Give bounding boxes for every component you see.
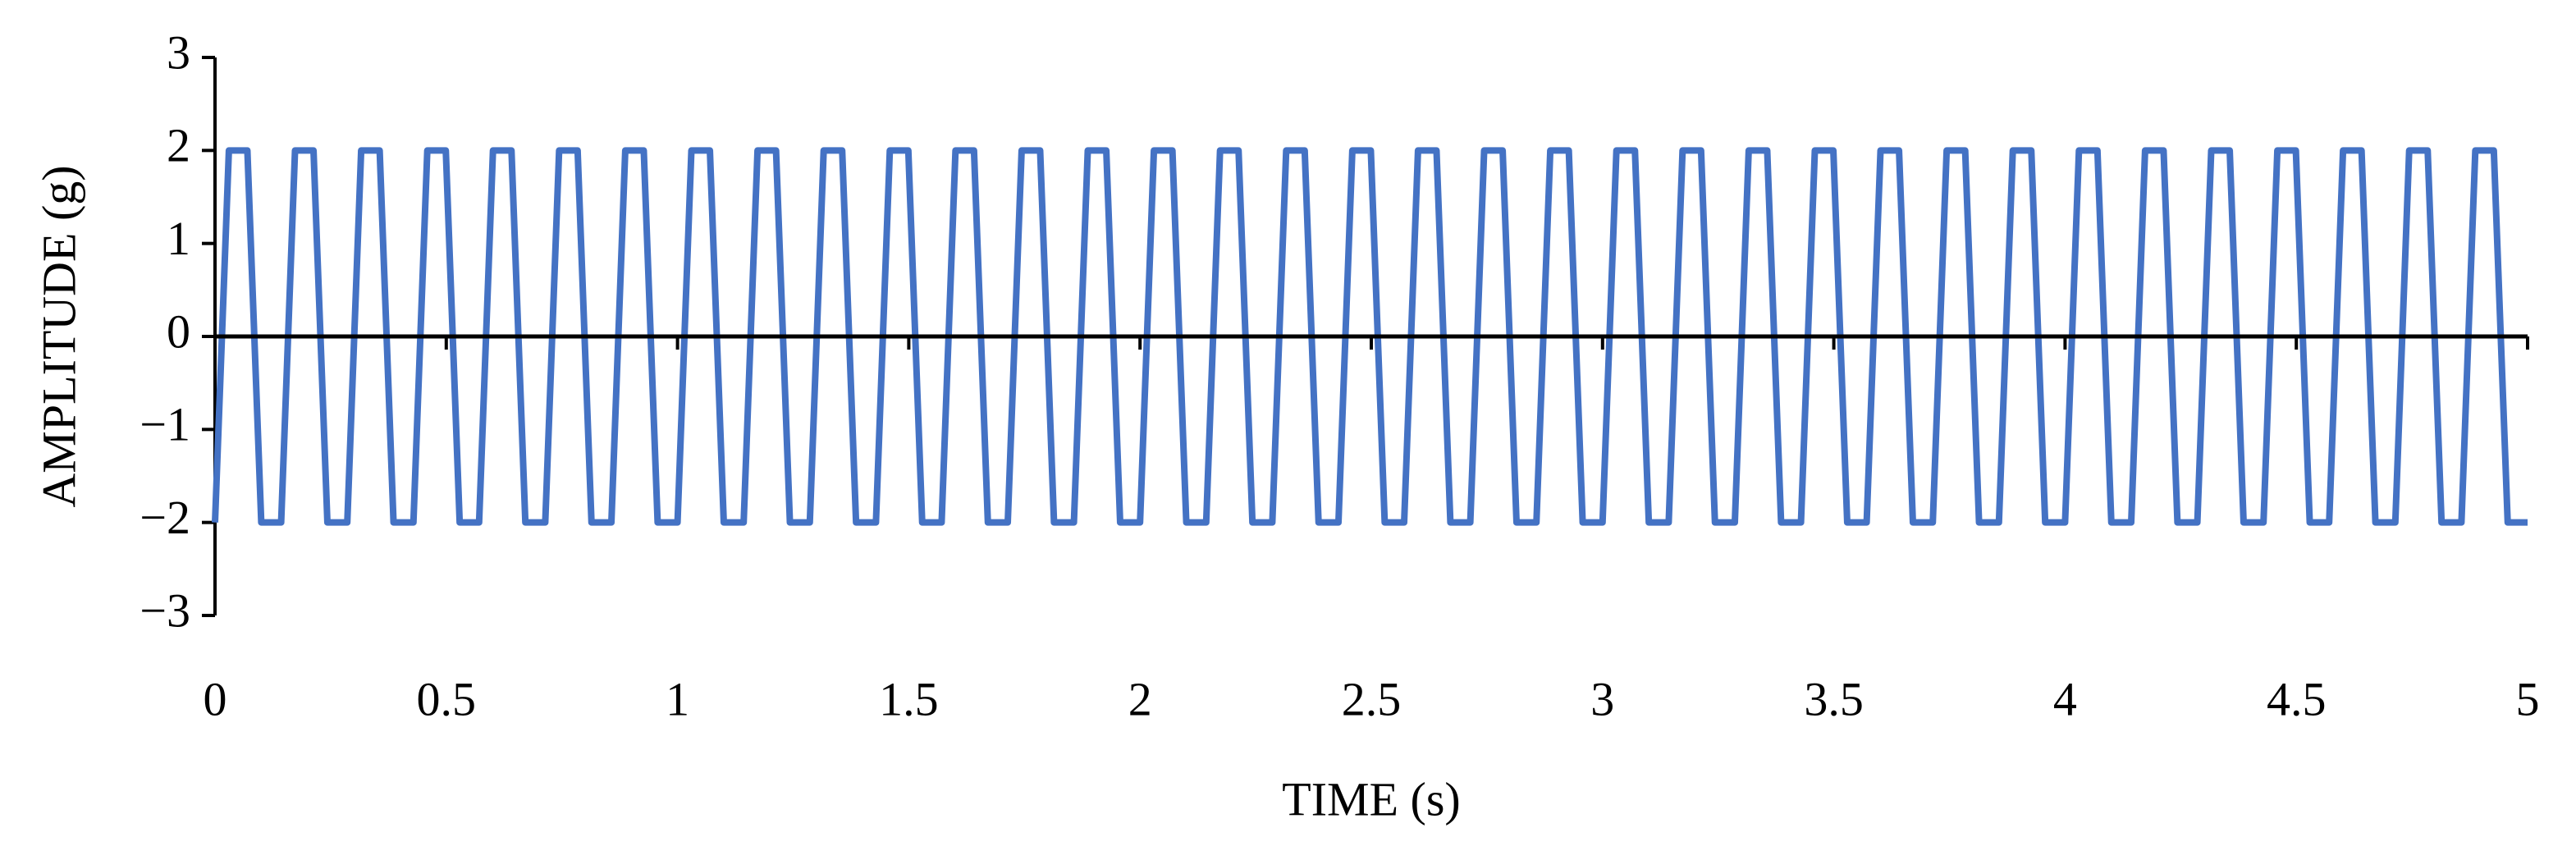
x-tick-label: 2.5 <box>1342 672 1402 725</box>
x-tick-label: 0 <box>204 672 227 725</box>
y-tick-label: −1 <box>140 398 190 451</box>
x-tick-label: 1.5 <box>879 672 939 725</box>
y-axis-label: AMPLITUDE (g) <box>32 165 85 507</box>
x-tick-label: 1 <box>666 672 689 725</box>
y-tick-label: 0 <box>167 304 190 358</box>
x-tick-label: 4.5 <box>2267 672 2327 725</box>
y-tick-label: 1 <box>167 212 190 265</box>
x-tick-label: 4 <box>2053 672 2077 725</box>
data-line <box>212 147 2528 526</box>
y-tick-label: 2 <box>167 119 190 172</box>
y-tick-label: −2 <box>140 491 190 544</box>
y-tick-label: 3 <box>167 25 190 79</box>
x-tick-label: 5 <box>2516 672 2540 725</box>
x-tick-label: 3 <box>1590 672 1614 725</box>
x-tick-label: 0.5 <box>417 672 477 725</box>
y-tick-label: −3 <box>140 583 190 637</box>
x-tick-label: 2 <box>1128 672 1152 725</box>
x-axis-label: TIME (s) <box>1282 772 1460 826</box>
x-tick-label: 3.5 <box>1804 672 1864 725</box>
